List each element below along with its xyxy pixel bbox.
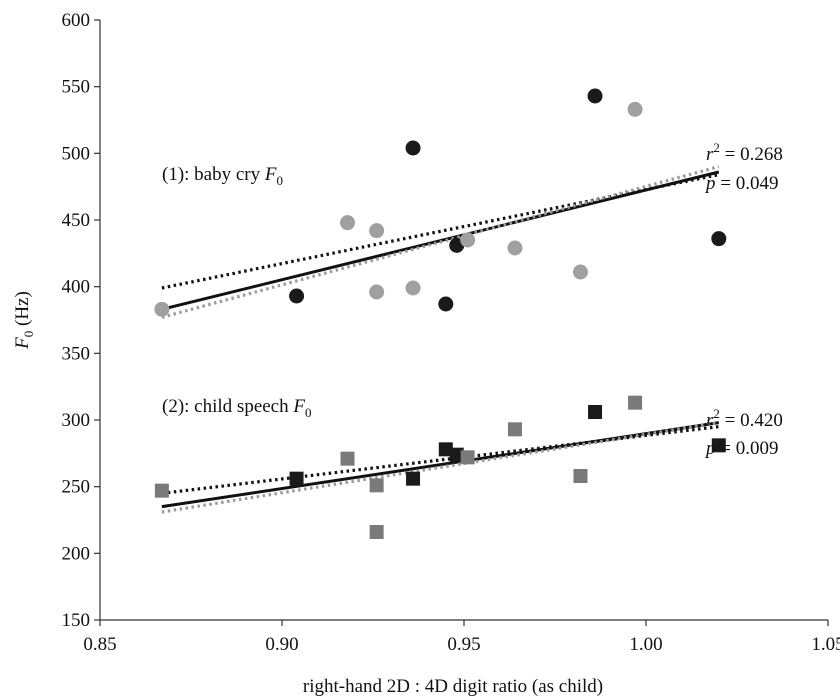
- x-axis-title: right-hand 2D : 4D digit ratio (as child…: [303, 676, 603, 697]
- group-2-point: [460, 450, 475, 465]
- group-2-point: [340, 451, 355, 466]
- group-2-point: [154, 483, 169, 498]
- group-1-point: [572, 264, 588, 280]
- y-tick-label: 250: [62, 477, 91, 498]
- group-1-point: [154, 301, 170, 317]
- group-2-point: [406, 471, 421, 486]
- group-2-point: [588, 405, 603, 419]
- group-1-label-text: (1): baby cry: [162, 164, 265, 185]
- group-2-trendline-solid: [161, 421, 720, 509]
- group-1-point: [627, 101, 643, 117]
- group-2-label: (2): child speech F0: [162, 396, 311, 420]
- group-1-point: [405, 140, 421, 156]
- x-tick-label: 0.95: [447, 634, 480, 655]
- group-1-label-sub: 0: [277, 173, 284, 188]
- group-2-point: [438, 442, 453, 457]
- y-axis-title: F0 (Hz): [12, 291, 36, 350]
- group-1-r2: r2 = 0.268: [706, 140, 783, 165]
- group-1-point: [289, 288, 305, 304]
- group-1-point: [587, 88, 603, 104]
- group-2-point: [289, 471, 304, 486]
- group-2-point: [628, 395, 643, 410]
- group-1-point: [711, 231, 727, 247]
- group-2-point: [369, 478, 384, 493]
- y-tick-label: 450: [62, 210, 91, 231]
- y-tick-label: 500: [62, 143, 91, 164]
- group-1-label: (1): baby cry F0: [162, 164, 283, 188]
- trendlines: [161, 165, 720, 514]
- group-1-point: [438, 296, 454, 312]
- group-2-label-sub: 0: [305, 405, 312, 420]
- group-2-label-var: F: [292, 396, 305, 417]
- group-1-p: p = 0.049: [704, 173, 778, 194]
- group-1-label-var: F: [264, 164, 277, 185]
- group-1-point: [340, 215, 356, 231]
- group-1-point: [460, 232, 476, 248]
- group-2-point: [711, 438, 726, 453]
- group-2-label-text: (2): child speech: [162, 396, 293, 417]
- y-tick-label: 600: [62, 10, 91, 31]
- group-1-point: [405, 280, 421, 296]
- data-points: [154, 88, 727, 539]
- group-1-point: [369, 223, 385, 239]
- x-tick-label: 1.05: [811, 634, 840, 655]
- y-tick-label: 150: [62, 610, 91, 631]
- group-2-p: p = 0.009: [704, 438, 778, 459]
- x-tick-label: 0.90: [265, 634, 298, 655]
- group-1-trendline-dotted: [161, 173, 720, 290]
- group-1-trendline-dotted: [161, 165, 720, 319]
- y-tick-label: 350: [62, 343, 91, 364]
- group-1-point: [369, 284, 385, 300]
- y-tick-label: 300: [62, 410, 91, 431]
- group-2-point: [449, 447, 464, 462]
- group-1-point: [507, 240, 523, 256]
- group-2-trendline-dotted: [161, 421, 720, 514]
- x-tick-label: 0.85: [83, 634, 116, 655]
- y-tick-label: 200: [62, 543, 91, 564]
- group-2-point: [573, 469, 588, 483]
- group-2-point: [507, 422, 522, 437]
- group-2-r2: r2 = 0.420: [706, 406, 783, 431]
- x-tick-label: 1.00: [629, 634, 662, 655]
- group-2-point: [369, 525, 384, 539]
- y-tick-label: 550: [62, 77, 91, 98]
- axes: 150 200 250 300 350 400 450 500 550 600 0.85 0.90 0.…: [62, 10, 840, 655]
- y-tick-label: 400: [62, 277, 91, 298]
- annotations: (1): baby cry F0 r2 = 0.268 p = 0.049 (2…: [12, 140, 783, 697]
